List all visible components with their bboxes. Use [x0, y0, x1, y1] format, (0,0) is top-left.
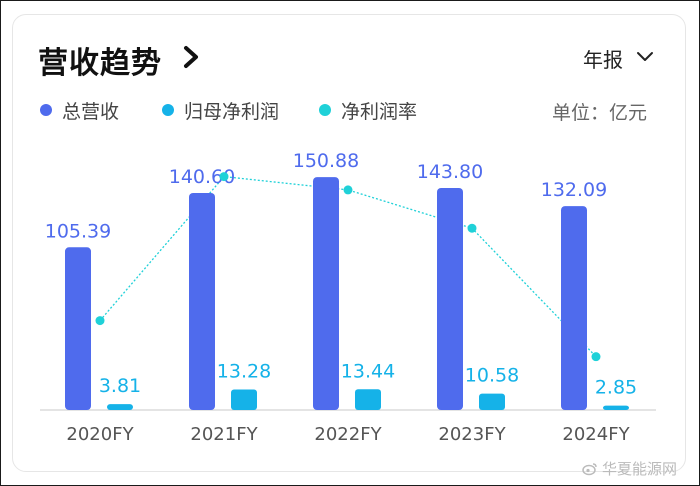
legend-label-net-margin: 净利润率	[341, 100, 418, 123]
net-profit-label-2022FY: 13.44	[341, 360, 395, 382]
watermark: 华夏能源网	[582, 458, 677, 479]
x-tick-label-2022FY: 2022FY	[314, 424, 382, 445]
x-tick-label-2021FY: 2021FY	[190, 424, 258, 445]
legend-item-revenue: 总营收	[40, 98, 120, 123]
net-profit-bar-2024FY	[603, 405, 629, 410]
net-profit-bar-2023FY	[479, 393, 505, 410]
net-profit-bar-2020FY	[107, 404, 133, 410]
weibo-icon	[582, 462, 597, 475]
legend-dot-revenue	[40, 104, 52, 116]
revenue-label-2022FY: 150.88	[293, 150, 359, 172]
revenue-bar-2023FY	[437, 188, 463, 410]
net-margin-point-2021FY	[219, 172, 229, 182]
net-profit-label-2021FY: 13.28	[217, 360, 271, 382]
card-title[interactable]: 营收趋势	[38, 46, 162, 81]
revenue-bar-2020FY	[65, 247, 91, 410]
unit-label: 单位：亿元	[552, 102, 648, 124]
net-profit-bar-2022FY	[355, 389, 381, 410]
net-profit-label-2023FY: 10.58	[465, 365, 519, 387]
legend-dot-net-margin	[319, 104, 331, 116]
revenue-bar-2021FY	[189, 192, 215, 410]
chevron-down-icon[interactable]	[636, 50, 654, 64]
legend-label-revenue: 总营收	[62, 100, 120, 123]
revenue-label-2024FY: 132.09	[541, 179, 607, 201]
period-selector[interactable]: 年报	[583, 48, 623, 72]
revenue-bar-2024FY	[561, 206, 587, 410]
revenue-label-2023FY: 143.80	[417, 161, 483, 183]
legend-item-net-margin: 净利润率	[319, 98, 418, 123]
legend-label-net-profit: 归母净利润	[184, 100, 280, 123]
net-profit-bar-2021FY	[231, 389, 257, 410]
net-margin-line	[99, 175, 597, 358]
revenue-label-2021FY: 140.60	[169, 166, 235, 188]
net-margin-point-2024FY	[591, 352, 601, 362]
legend-dot-net-profit	[162, 104, 174, 116]
chevron-right-icon[interactable]	[180, 44, 204, 70]
net-profit-label-2024FY: 2.85	[595, 377, 637, 399]
net-margin-point-2023FY	[467, 223, 477, 233]
x-tick-label-2020FY: 2020FY	[66, 424, 134, 445]
x-tick-label-2024FY: 2024FY	[562, 424, 630, 445]
net-margin-point-2020FY	[95, 316, 105, 326]
revenue-label-2020FY: 105.39	[45, 220, 111, 242]
net-margin-point-2022FY	[343, 185, 353, 195]
watermark-text: 华夏能源网	[602, 460, 678, 478]
legend-item-net-profit: 归母净利润	[162, 98, 280, 123]
revenue-bar-2022FY	[313, 177, 339, 410]
x-tick-label-2023FY: 2023FY	[438, 424, 506, 445]
net-profit-label-2020FY: 3.81	[99, 375, 141, 397]
